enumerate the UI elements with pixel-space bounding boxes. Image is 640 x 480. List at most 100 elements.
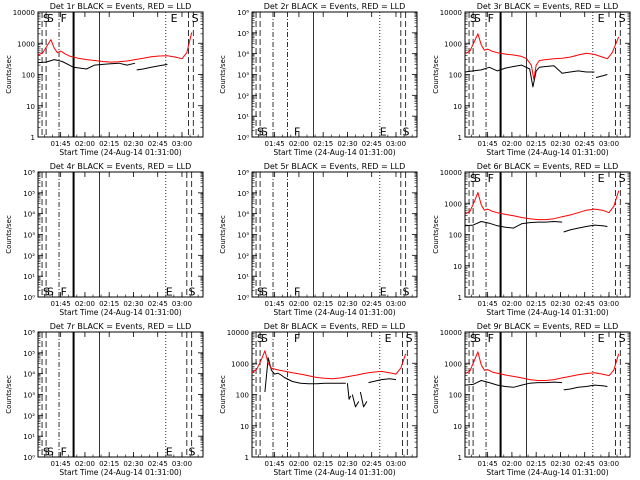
y-tick-label: 1000: [444, 200, 462, 208]
y-tick-label: 10⁶: [237, 9, 249, 17]
marker-letter: S: [257, 286, 264, 299]
y-tick-label: 1000: [17, 40, 35, 48]
events-line: [346, 383, 352, 400]
panel-title: Det 6r BLACK = Events, RED = LLD: [477, 162, 619, 171]
y-tick-label: 1: [458, 294, 462, 302]
y-tick-label: 10⁵: [23, 190, 35, 198]
plot-frame: [464, 11, 631, 138]
marker-letter: E: [166, 446, 173, 459]
marker-letter: S: [470, 12, 477, 25]
marker-letter: F: [294, 286, 300, 299]
y-tick-label: 10⁶: [23, 329, 35, 337]
x-axis-label: Start Time (24-Aug-14 01:31:00): [486, 468, 608, 477]
y-axis-label: Counts/sec: [5, 55, 13, 94]
marker-letter: S: [47, 12, 54, 25]
x-tick-label: 03:00: [172, 300, 192, 308]
marker-letter: E: [171, 12, 178, 25]
panel-title: Det 1r BLACK = Events, RED = LLD: [50, 2, 192, 11]
x-tick-label: 02:15: [526, 300, 546, 308]
x-tick-label: 03:00: [599, 460, 619, 468]
panel-5: Det 5r BLACK = Events, RED = LLD 10⁰ 10¹ 10…: [219, 162, 418, 317]
panel-title: Det 4r BLACK = Events, RED = LLD: [50, 162, 192, 171]
x-tick-label: 01:45: [51, 140, 71, 148]
x-tick-label: 03:00: [599, 140, 619, 148]
marker-letter: S: [619, 12, 626, 25]
events-line: [359, 391, 368, 408]
panel-9: Det 9r BLACK = Events, RED = LLD 1 10 100 10…: [432, 322, 631, 477]
x-axis-label: Start Time (24-Aug-14 01:31:00): [486, 148, 608, 157]
x-tick-label: 02:15: [526, 460, 546, 468]
y-tick-label: 10²: [237, 252, 249, 260]
x-tick-label: 03:00: [599, 300, 619, 308]
y-tick-label: 10²: [237, 92, 249, 100]
x-tick-label: 03:00: [386, 140, 406, 148]
y-tick-label: 10000: [13, 9, 35, 17]
y-axis-label: Counts/sec: [432, 55, 440, 94]
x-tick-label: 02:00: [289, 460, 309, 468]
y-axis-label: Counts/sec: [219, 55, 227, 94]
y-tick-label: 10: [26, 103, 35, 111]
x-tick-label: 01:45: [265, 460, 285, 468]
x-tick-label: 02:15: [99, 300, 119, 308]
events-line: [368, 378, 397, 384]
x-tick-label: 02:45: [362, 300, 382, 308]
y-tick-label: 10⁶: [237, 169, 249, 177]
y-axis-label: Counts/sec: [5, 215, 13, 254]
panel-8: Det 8r BLACK = Events, RED = LLD 1 10 100 10…: [219, 322, 418, 477]
marker-letter: S: [474, 172, 481, 185]
marker-letter: S: [261, 332, 268, 345]
x-tick-label: 02:45: [362, 460, 382, 468]
x-tick-label: 02:15: [313, 140, 333, 148]
marker-letter: S: [474, 332, 481, 345]
x-tick-label: 03:00: [172, 140, 192, 148]
marker-letter: F: [61, 286, 67, 299]
marker-letter: F: [294, 332, 300, 345]
panel-title: Det 3r BLACK = Events, RED = LLD: [477, 2, 619, 11]
y-tick-label: 10⁴: [237, 51, 249, 59]
y-tick-label: 10⁴: [237, 211, 249, 219]
marker-letter: S: [43, 12, 50, 25]
y-tick-label: 10: [453, 263, 462, 271]
panel-title: Det 7r BLACK = Events, RED = LLD: [50, 322, 192, 331]
y-tick-label: 10¹: [23, 433, 35, 441]
x-tick-label: 02:15: [526, 140, 546, 148]
marker-letter: E: [166, 286, 173, 299]
marker-letter: S: [192, 12, 199, 25]
panel-2: Det 2r BLACK = Events, RED = LLD 10⁰ 10¹ 10…: [219, 2, 418, 157]
x-tick-label: 02:00: [75, 460, 95, 468]
x-tick-label: 02:00: [502, 140, 522, 148]
x-tick-label: 02:00: [502, 460, 522, 468]
y-tick-label: 10⁰: [237, 134, 249, 142]
events-line: [464, 221, 563, 229]
x-tick-label: 02:45: [575, 140, 595, 148]
y-tick-label: 1000: [444, 40, 462, 48]
x-axis-label: Start Time (24-Aug-14 01:31:00): [486, 308, 608, 317]
y-tick-label: 10¹: [237, 273, 249, 281]
y-tick-label: 10⁶: [23, 169, 35, 177]
x-tick-label: 02:30: [337, 460, 357, 468]
y-tick-label: 10000: [440, 169, 462, 177]
y-tick-label: 10²: [23, 412, 35, 420]
marker-letter: S: [619, 332, 626, 345]
marker-letter: S: [406, 332, 413, 345]
x-tick-label: 02:30: [550, 460, 570, 468]
panel-4: Det 4r BLACK = Events, RED = LLD 10⁰ 10¹ 10…: [5, 162, 204, 317]
plot-frame: [464, 171, 631, 298]
y-axis-label: Counts/sec: [432, 215, 440, 254]
lld-line: [464, 33, 620, 80]
lld-line: [37, 32, 193, 63]
events-line: [563, 384, 608, 391]
marker-letter: E: [385, 332, 392, 345]
y-tick-label: 1: [245, 454, 249, 462]
y-tick-label: 1: [458, 454, 462, 462]
x-tick-label: 02:00: [75, 140, 95, 148]
marker-letter: S: [474, 12, 481, 25]
y-tick-label: 1000: [444, 360, 462, 368]
marker-letter: F: [488, 12, 494, 25]
x-tick-label: 01:45: [478, 300, 498, 308]
x-tick-label: 01:45: [478, 140, 498, 148]
marker-letter: S: [261, 126, 268, 139]
panel-title: Det 8r BLACK = Events, RED = LLD: [264, 322, 406, 331]
marker-letter: E: [598, 172, 605, 185]
